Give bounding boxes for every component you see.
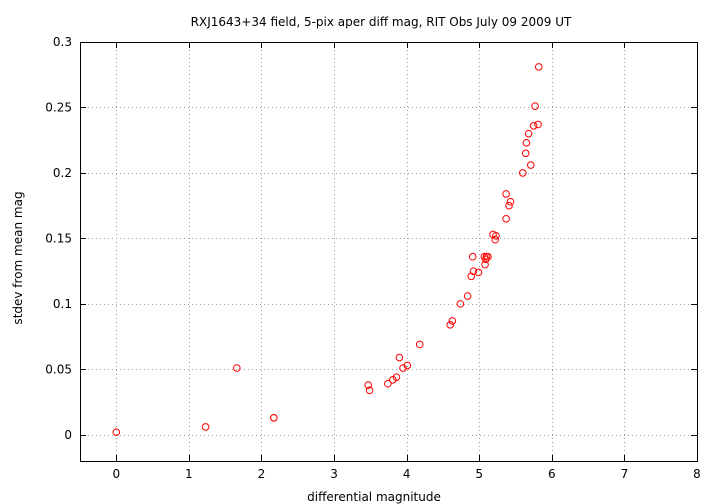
data-point [270, 413, 278, 422]
data-point [446, 321, 455, 329]
data-point [518, 169, 527, 177]
x-tick-label: 8 [693, 467, 701, 481]
data-point [505, 201, 513, 210]
data-points [112, 63, 543, 436]
data-point [399, 364, 407, 372]
x-tick-label: 4 [403, 467, 411, 481]
data-point [469, 267, 478, 275]
y-axis-label: stdev from mean mag [11, 191, 25, 324]
y-tick-label: 0.3 [53, 35, 72, 49]
chart-title: RXJ1643+34 field, 5-pix aper diff mag, R… [191, 15, 572, 29]
data-point [526, 161, 535, 169]
data-point [481, 260, 489, 269]
y-tick-label: 0.2 [53, 166, 72, 180]
y-tick-label: 0.15 [45, 231, 72, 245]
data-point [395, 353, 404, 362]
data-point [415, 340, 424, 349]
y-tick-label: 0 [64, 428, 72, 442]
grid [80, 42, 697, 461]
y-tick-label: 0.05 [45, 362, 72, 376]
data-point [463, 292, 472, 300]
axis-ticks: 0 1 2 3 4 5 6 7 8 0 0.05 0.1 0.15 0.2 0.25 0.3 [45, 35, 701, 481]
data-point [524, 129, 533, 138]
x-tick-label: 6 [548, 467, 556, 481]
data-point [364, 381, 372, 389]
data-point [492, 231, 500, 240]
data-point [201, 423, 210, 431]
data-point [502, 190, 510, 198]
y-tick-label: 0.1 [53, 297, 72, 311]
data-point [365, 386, 374, 395]
x-tick-label: 3 [330, 467, 338, 481]
data-point [522, 139, 531, 147]
data-point [502, 214, 510, 223]
x-tick-label: 2 [258, 467, 266, 481]
x-tick-label: 5 [475, 467, 483, 481]
data-point [531, 102, 539, 110]
x-tick-label: 1 [185, 467, 193, 481]
data-point [112, 428, 121, 436]
data-point [491, 235, 500, 244]
data-point [383, 379, 392, 388]
data-point [534, 120, 542, 129]
data-point [392, 373, 401, 382]
data-point [474, 268, 483, 277]
data-point [534, 63, 543, 71]
data-point [529, 122, 538, 130]
x-axis-label: differential magnitude [307, 490, 441, 504]
data-point [448, 317, 457, 325]
data-point [521, 149, 530, 158]
x-tick-label: 0 [112, 467, 120, 481]
data-point [468, 252, 477, 261]
plot-area-frame [80, 42, 698, 462]
data-point [467, 272, 476, 281]
y-tick-label: 0.25 [45, 100, 72, 114]
data-point [506, 197, 515, 206]
x-tick-label: 7 [621, 467, 629, 481]
data-point [232, 364, 241, 372]
data-point [484, 252, 492, 261]
data-point [403, 361, 412, 370]
data-point [456, 300, 465, 308]
